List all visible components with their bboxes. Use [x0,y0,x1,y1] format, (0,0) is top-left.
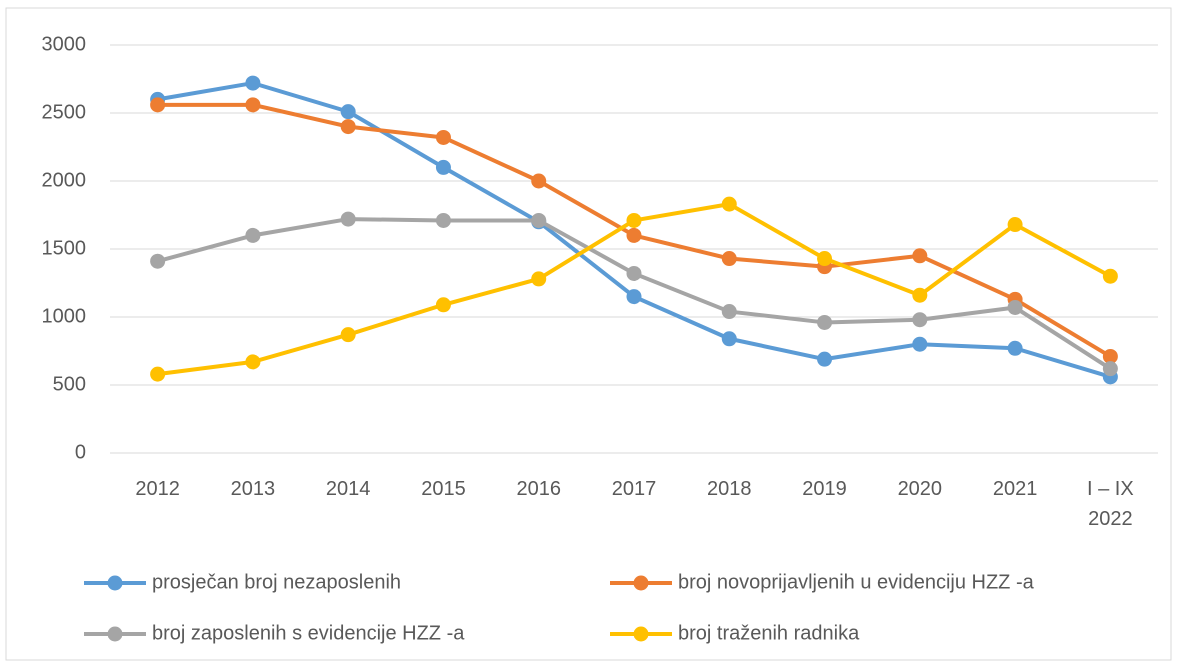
y-tick-label: 2500 [42,101,87,123]
data-point [1102,348,1118,364]
data-point [912,312,928,328]
data-point [1007,217,1023,233]
data-point [626,265,642,281]
data-point [531,271,547,287]
y-tick-label: 2000 [42,169,87,191]
x-tick-label: 2020 [897,478,943,500]
y-tick-label: 500 [53,373,86,395]
data-point [817,251,833,267]
data-point [721,304,737,320]
data-point [721,196,737,212]
legend-label: prosječan broj nezaposlenih [152,571,401,593]
data-point [1102,361,1118,377]
data-point [721,331,737,347]
legend-marker [633,626,649,642]
data-point [245,227,261,243]
data-point [1007,340,1023,356]
data-point [531,173,547,189]
data-point [626,212,642,228]
data-point [245,75,261,91]
legend-marker [107,626,123,642]
data-point [340,211,356,227]
x-tick-label: 2016 [516,478,561,500]
data-point [150,366,166,382]
data-point [245,354,261,370]
x-tick-label: 2021 [992,478,1038,500]
data-point [626,289,642,305]
data-point [721,251,737,267]
y-tick-label: 3000 [42,33,87,55]
data-point [626,227,642,243]
data-point [340,119,356,135]
data-point [817,314,833,330]
x-tick-label: 2019 [802,478,847,500]
x-tick-label: 2013 [230,478,276,500]
legend-label: broj traženih radnika [678,622,860,644]
data-point [1007,299,1023,315]
chart-border [5,7,1172,661]
x-tick-label: 2017 [611,478,657,500]
data-point [912,248,928,264]
data-point [340,104,356,120]
y-tick-label: 1500 [42,237,87,259]
data-point [340,327,356,343]
data-point [531,212,547,228]
x-tick-label: I – IX 2022 [1087,478,1134,530]
legend-label: broj novoprijavljenih u evidenciju HZZ -… [678,571,1035,593]
data-point [1102,268,1118,284]
data-point [435,159,451,175]
legend-label: broj zaposlenih s evidencije HZZ -a [152,622,465,644]
data-point [912,287,928,303]
data-point [817,351,833,367]
data-point [435,297,451,313]
legend-marker [633,575,649,591]
data-point [150,97,166,113]
data-point [912,336,928,352]
data-point [435,129,451,145]
y-tick-label: 1000 [42,305,87,327]
legend-marker [107,575,123,591]
x-tick-label: 2018 [707,478,752,500]
data-point [150,253,166,269]
y-tick-label: 0 [75,441,86,463]
x-tick-label: 2012 [135,478,180,500]
x-tick-label: 2015 [421,478,466,500]
data-point [245,97,261,113]
x-tick-label: 2014 [325,478,371,500]
data-point [435,212,451,228]
